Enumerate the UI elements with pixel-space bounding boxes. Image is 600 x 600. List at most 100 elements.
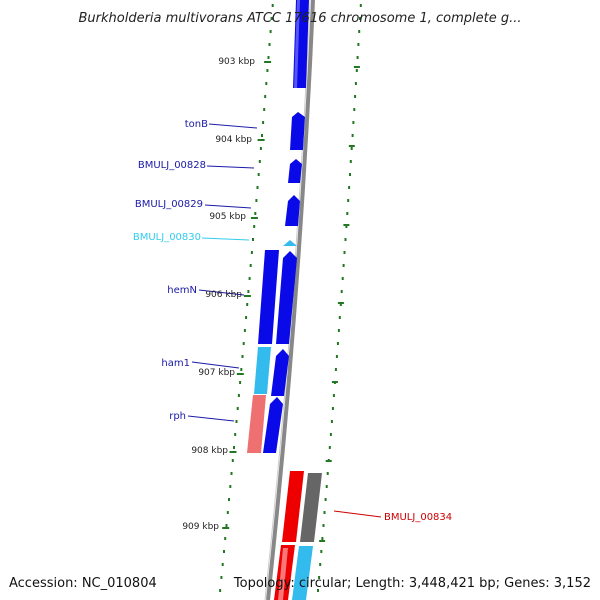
gene-feature-ham1-right[interactable]: [271, 349, 289, 396]
tick-dot: [237, 394, 240, 397]
tick-dot: [240, 368, 243, 371]
tick-major: [264, 61, 272, 63]
tick-dot: [254, 212, 257, 215]
tick-dot: [331, 407, 334, 410]
tick-dot: [230, 472, 233, 475]
tick-dot: [349, 173, 351, 176]
kbp-label-908: 908 kbp: [191, 446, 228, 456]
tick-dot: [338, 316, 341, 319]
gene-feature-gray[interactable]: [300, 473, 322, 542]
tick-dot: [354, 82, 357, 85]
gene-feature-hemn-left[interactable]: [258, 250, 279, 344]
tick-dot: [234, 433, 237, 436]
gene-label-ham1[interactable]: ham1: [161, 358, 190, 369]
gene-feature-bmulj-00828[interactable]: [288, 159, 302, 183]
tick-major: [348, 145, 355, 147]
tick-dot: [265, 82, 268, 85]
tick-dot: [340, 290, 343, 293]
tick-major: [236, 373, 244, 375]
tick-dot: [255, 199, 258, 202]
tick-dot: [346, 212, 349, 215]
gene-feature-bmulj-00830[interactable]: [283, 240, 297, 246]
tick-major: [257, 139, 265, 141]
tick-dot: [229, 485, 232, 488]
gene-feature-tonb[interactable]: [290, 112, 305, 150]
kbp-label-906: 906 kbp: [205, 290, 242, 300]
tick-dot: [271, 4, 274, 7]
tick-dot: [325, 485, 328, 488]
tick-dot: [321, 537, 324, 540]
gene-label-tonb[interactable]: tonB: [185, 119, 208, 130]
gene-labels: tonB BMULJ_00828 BMULJ_00829 BMULJ_00830…: [133, 119, 452, 523]
tick-dot: [252, 238, 254, 241]
tick-dot: [261, 134, 263, 137]
tick-dot: [343, 251, 346, 254]
gene-feature-cyan-lower[interactable]: [292, 546, 313, 600]
tick-dot: [269, 30, 272, 33]
tick-dot: [344, 238, 347, 241]
gene-feature-bmulj-00834[interactable]: [282, 471, 304, 542]
tick-dot: [242, 342, 245, 345]
kbp-labels: 903 kbp 904 kbp 905 kbp 906 kbp 907 kbp …: [182, 57, 255, 532]
chromosome-backbone: [266, 0, 315, 600]
kbp-label-905: 905 kbp: [209, 212, 246, 222]
gene-feature-bmulj-00829[interactable]: [285, 195, 300, 226]
tick-dot: [339, 303, 342, 306]
gene-label-rph[interactable]: rph: [169, 411, 186, 422]
tick-dot: [350, 147, 353, 150]
tick-dot: [247, 290, 250, 293]
tick-dot: [336, 342, 339, 345]
tick-dot: [323, 511, 326, 514]
tick-dot: [320, 550, 323, 553]
tick-dot: [345, 225, 348, 228]
tick-dot: [318, 576, 321, 579]
tick-dot: [226, 511, 229, 514]
tick-dot: [239, 381, 242, 384]
gene-feature-hemn-right[interactable]: [276, 251, 297, 344]
tick-dot: [221, 563, 224, 566]
tick-dot: [359, 17, 361, 20]
gene-feature-rph-right[interactable]: [263, 397, 283, 453]
tick-dot: [228, 498, 230, 501]
label-leader-lines: [187, 123, 382, 518]
tick-dot: [235, 420, 238, 423]
topology-text: Topology: circular; Length: 3,448,421 bp…: [233, 576, 591, 591]
gene-label-bmulj-00834[interactable]: BMULJ_00834: [384, 512, 452, 523]
tick-major: [222, 527, 230, 529]
kbp-label-904: 904 kbp: [215, 135, 252, 145]
gene-label-bmulj-00829[interactable]: BMULJ_00829: [135, 199, 203, 210]
tick-dot: [317, 589, 319, 592]
gene-feature-ham1-left[interactable]: [254, 347, 271, 394]
tick-dot: [322, 524, 325, 527]
tick-dot: [268, 43, 271, 46]
tick-dot: [358, 30, 361, 33]
tick-dot: [219, 589, 222, 592]
gene-label-bmulj-00830[interactable]: BMULJ_00830: [133, 232, 201, 243]
tick-dot: [266, 69, 269, 72]
tick-dot: [257, 173, 260, 176]
tick-major: [337, 302, 344, 304]
gene-label-hemn[interactable]: hemN: [167, 285, 197, 296]
tick-dot: [263, 108, 266, 111]
tick-dot: [236, 407, 239, 410]
gene-feature-rph-left[interactable]: [247, 395, 266, 453]
kbp-label-909: 909 kbp: [182, 522, 219, 532]
tick-dot: [328, 446, 331, 449]
tick-dot: [319, 563, 322, 566]
tick-dot: [342, 264, 345, 267]
gene-feature: [294, 0, 300, 88]
tick-major: [343, 224, 350, 226]
tick-dot: [246, 303, 249, 306]
gene-feature-highlight: [278, 548, 288, 600]
tick-dot: [245, 316, 248, 319]
gene-label-bmulj-00828[interactable]: BMULJ_00828: [138, 160, 206, 171]
tick-dot: [220, 576, 223, 579]
tick-dot: [233, 446, 235, 449]
tick-major: [319, 540, 326, 542]
tick-dot: [351, 134, 354, 137]
tick-dot: [249, 264, 252, 267]
tick-dot: [224, 537, 227, 540]
tick-dot: [334, 368, 337, 371]
